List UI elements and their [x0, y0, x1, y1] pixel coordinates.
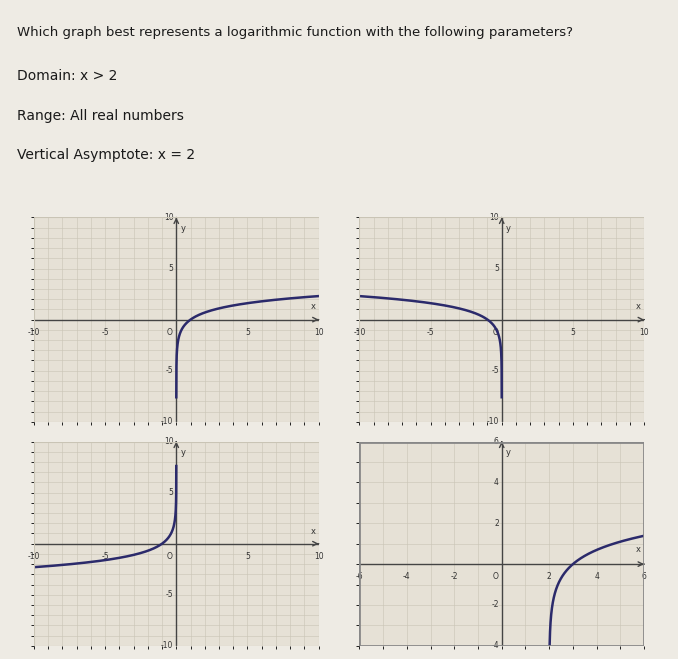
Text: 6: 6 — [641, 572, 647, 581]
Text: -4: -4 — [492, 641, 499, 650]
Text: x: x — [636, 302, 641, 312]
Text: O: O — [492, 328, 498, 337]
Text: Domain: x > 2: Domain: x > 2 — [17, 69, 117, 83]
Text: -2: -2 — [492, 600, 499, 610]
Text: 5: 5 — [245, 328, 250, 337]
Text: Which graph best represents a logarithmic function with the following parameters: Which graph best represents a logarithmi… — [17, 26, 573, 40]
Text: -10: -10 — [487, 417, 499, 426]
Text: 10: 10 — [639, 328, 649, 337]
Text: 4: 4 — [494, 478, 499, 487]
Text: O: O — [167, 328, 173, 337]
Text: -10: -10 — [28, 552, 40, 561]
Text: y: y — [180, 223, 186, 233]
Text: -5: -5 — [492, 366, 499, 375]
Text: -5: -5 — [166, 590, 174, 599]
Bar — [359, 442, 644, 646]
Text: O: O — [167, 552, 173, 561]
Text: -6: -6 — [355, 572, 363, 581]
Text: 5: 5 — [494, 264, 499, 273]
Text: O: O — [492, 572, 498, 581]
Text: -2: -2 — [450, 572, 458, 581]
Text: 5: 5 — [245, 552, 250, 561]
Text: -5: -5 — [101, 328, 109, 337]
Text: 5: 5 — [169, 264, 174, 273]
Text: 2: 2 — [546, 572, 552, 581]
Text: -5: -5 — [166, 366, 174, 375]
Text: -10: -10 — [353, 328, 365, 337]
Text: 2: 2 — [494, 519, 499, 528]
Text: Range: All real numbers: Range: All real numbers — [17, 109, 184, 123]
Text: 5: 5 — [169, 488, 174, 497]
Text: -10: -10 — [161, 417, 174, 426]
Text: 10: 10 — [164, 437, 174, 446]
Bar — [34, 217, 319, 422]
Text: 6: 6 — [494, 437, 499, 446]
Text: -5: -5 — [426, 328, 435, 337]
Text: 10: 10 — [314, 552, 323, 561]
Text: y: y — [506, 223, 511, 233]
Text: Vertical Asymptote: x = 2: Vertical Asymptote: x = 2 — [17, 148, 195, 162]
Text: 10: 10 — [490, 213, 499, 222]
Text: -4: -4 — [403, 572, 411, 581]
Text: x: x — [636, 545, 641, 554]
Text: y: y — [506, 447, 511, 457]
Text: x: x — [311, 302, 315, 312]
Text: x: x — [311, 527, 315, 536]
Bar — [359, 217, 644, 422]
Text: 10: 10 — [314, 328, 323, 337]
Text: -5: -5 — [101, 552, 109, 561]
Text: 4: 4 — [594, 572, 599, 581]
Text: 5: 5 — [570, 328, 576, 337]
Text: y: y — [180, 447, 186, 457]
Bar — [34, 442, 319, 646]
Text: -10: -10 — [161, 641, 174, 650]
Text: 10: 10 — [164, 213, 174, 222]
Text: -10: -10 — [28, 328, 40, 337]
